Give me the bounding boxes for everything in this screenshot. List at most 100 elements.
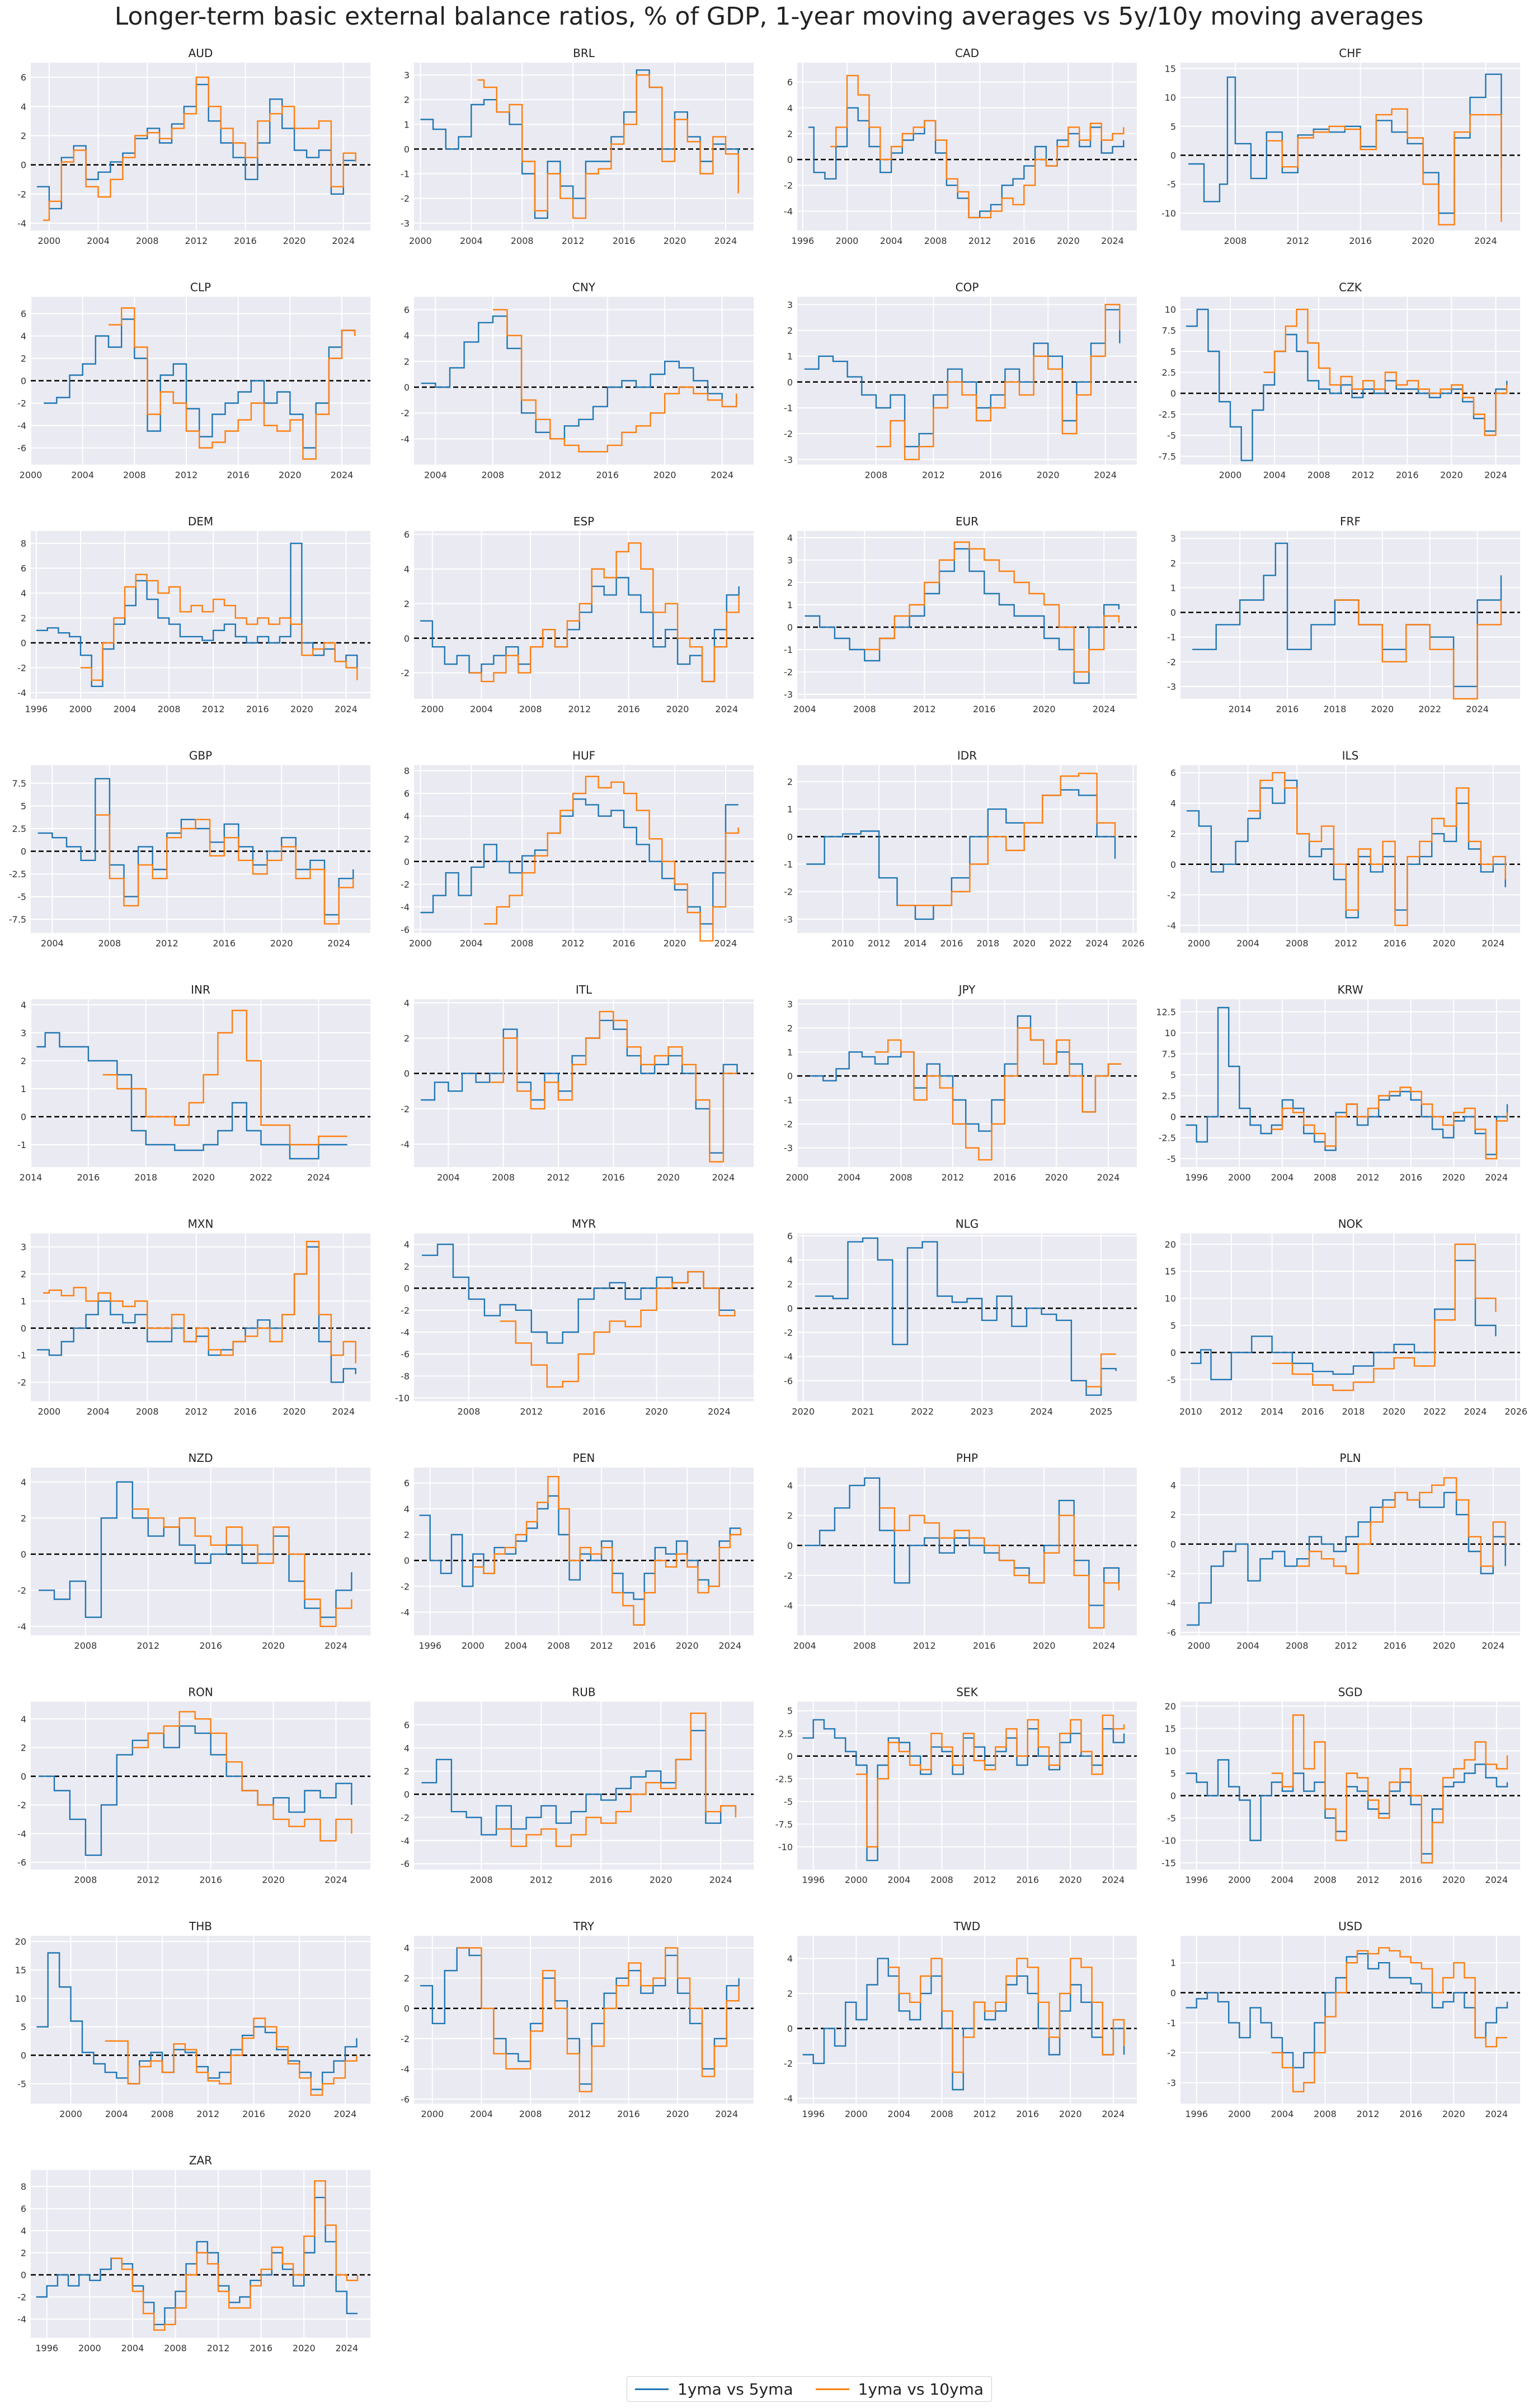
legend-swatch-5yma [635,2388,669,2390]
legend-swatch-10yma [815,2388,849,2390]
x-tick-label: 2012 [1357,1875,1380,1885]
series-line-5yma [1186,308,1508,462]
series-line-5yma [806,789,1116,920]
x-tick-label: 2020 [1013,938,1036,949]
x-tick-label: 2024 [1102,2109,1125,2119]
x-tick-label: 2000 [78,2343,101,2354]
x-tick-label: 2004 [888,2109,911,2119]
x-tick-label: 2016 [77,1172,100,1183]
y-tick-label: 1 [1170,582,1176,593]
y-tick-label: 6 [404,529,410,540]
x-tick-label: 2012 [562,236,585,246]
y-tick-label: 6 [787,1231,793,1241]
x-tick-label: 2022 [250,1172,272,1183]
panel-idr: -3 -2 -1 0 1 2 2010 2012 2014 2016 2018 2020 2022 202… [784,749,1145,949]
x-tick-label: 2012 [562,938,585,949]
y-tick-label: 2 [404,356,410,367]
y-tick-label: -5 [1167,430,1176,441]
x-tick-label: 2014 [904,938,927,949]
y-tick-label: 4 [404,1504,410,1515]
y-tick-label: -2 [784,667,793,678]
y-tick-label: 0 [787,1071,793,1081]
y-tick-label: 2 [1170,1509,1176,1520]
x-tick-label: 2008 [482,470,505,481]
figure-title: Longer-term basic external balance ratio… [114,2,1424,31]
y-tick-label: -2 [784,1327,793,1338]
x-tick-label: 2008 [74,1640,97,1651]
y-tick-label: 15 [15,1965,26,1976]
series-line-10yma [864,541,1120,673]
x-tick-label: 2014 [1229,704,1252,714]
series-line-10yma [43,76,356,221]
panel-usd: -3 -2 -1 0 1 1996 2000 2004 2008 2012 2016 2020 2024… [1167,1920,1520,2119]
panel-jpy: -3 -2 -1 0 1 2 3 2000 2004 2008 2012 2016 2020 2024 JP… [784,983,1137,1183]
x-tick-label: 2008 [890,1172,913,1183]
y-tick-label: 2 [21,1269,26,1280]
x-tick-label: 2012 [568,2109,591,2119]
panel-zar: -4 -2 0 2 4 6 8 1996 2000 2004 2008 2012 2016 2020 202… [17,2154,370,2354]
series-line-5yma [421,315,737,440]
x-tick-label: 2016 [1349,236,1372,246]
series-line-10yma [1297,1477,1506,1574]
y-tick-label: -4 [401,1607,410,1617]
x-tick-label: 2020 [290,704,313,714]
x-tick-label: 2020 [1442,1875,1465,1885]
y-tick-label: -6 [401,924,410,935]
series-line-10yma [477,74,739,219]
x-tick-label: 2014 [20,1172,43,1183]
y-tick-label: 2 [404,1766,410,1777]
x-tick-label: 2024 [1097,1172,1120,1183]
y-tick-label: -1 [401,169,410,180]
y-tick-label: -4 [784,1352,793,1362]
x-tick-label: 2024 [719,1640,742,1651]
y-tick-label: -1 [784,1095,793,1106]
panel-title: BRL [573,46,595,60]
y-tick-label: -10 [1161,208,1176,219]
panel-title: PHP [956,1451,978,1465]
y-tick-label: -2 [1167,890,1176,900]
x-tick-label: 2020 [664,236,686,246]
x-tick-label: 2020 [1059,2109,1082,2119]
x-tick-label: 2008 [511,236,534,246]
x-tick-label: 2024 [715,704,738,714]
x-tick-label: 2012 [196,2109,219,2119]
panel-title: NLG [956,1217,979,1231]
x-tick-label: 2016 [1013,236,1036,246]
x-tick-label: 2004 [105,2109,128,2119]
x-tick-label: 2020 [664,938,686,949]
y-tick-label: 2 [787,326,793,336]
y-tick-label: -4 [401,1327,410,1338]
series-line-10yma [473,1476,742,1626]
y-tick-label: -6 [17,1857,26,1868]
y-tick-label: -2 [17,398,26,409]
y-tick-label: 3 [787,299,793,310]
y-tick-label: -10 [395,1393,410,1404]
x-tick-label: 2004 [460,938,483,949]
x-tick-label: 2008 [930,1875,953,1885]
x-tick-label: 1996 [25,704,48,714]
x-tick-label: 2008 [1286,1640,1309,1651]
y-tick-label: 20 [1165,1239,1176,1250]
y-tick-label: -4 [784,206,793,217]
x-tick-label: 2004 [880,236,903,246]
x-tick-label: 2004 [1271,1875,1294,1885]
y-tick-label: 4 [787,1255,793,1266]
plot-area [31,1233,370,1401]
x-tick-label: 2000 [845,2109,868,2119]
y-tick-label: 0 [21,1112,26,1122]
x-tick-label: 2008 [158,704,181,714]
y-tick-label: 10 [15,1993,26,2004]
x-tick-label: 2024 [1093,1640,1116,1651]
x-tick-label: 1996 [1185,1875,1208,1885]
x-tick-label: 2008 [1314,2109,1337,2119]
panel-title: AUD [189,46,213,60]
x-tick-label: 2012 [942,1172,965,1183]
y-tick-label: 6 [404,305,410,316]
x-tick-label: 2008 [853,1640,876,1651]
plot-area [1180,1701,1520,1870]
panel-aud: -4 -2 0 2 4 6 2000 2004 2008 2012 2016 2020 2024 AUD [17,46,370,246]
x-tick-label: 2008 [519,704,542,714]
plot-area [414,1468,754,1635]
y-tick-label: 0 [21,2050,26,2061]
